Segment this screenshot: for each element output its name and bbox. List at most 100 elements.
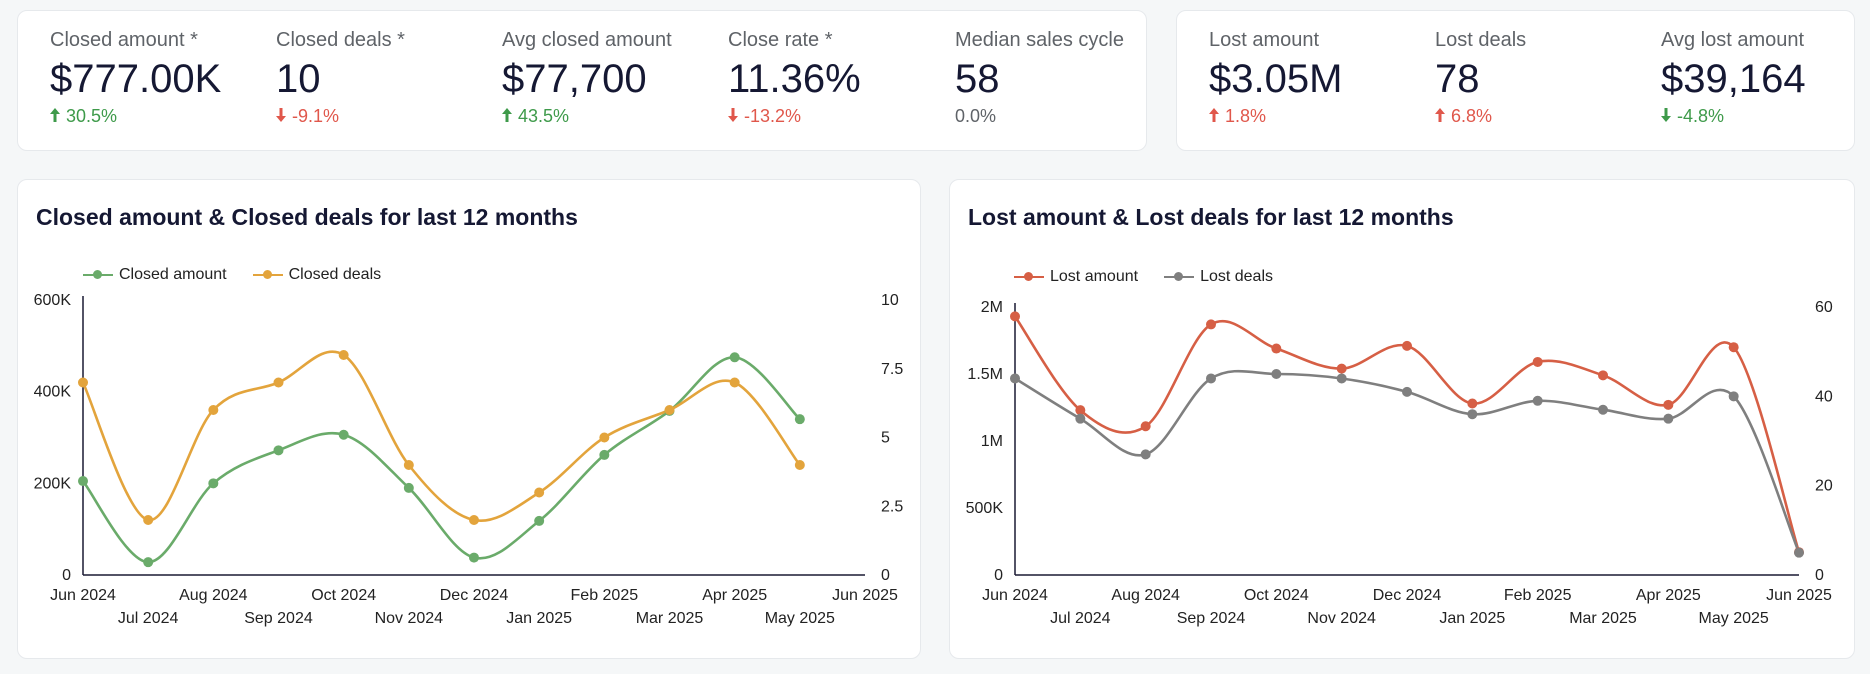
y-right-tick-label: 10 [881, 292, 899, 309]
data-point-lost-amount [1336, 363, 1347, 374]
kpi-value: 10 [276, 57, 321, 101]
data-point-lost-deals [1206, 373, 1216, 384]
x-tick-label: Feb 2025 [571, 587, 639, 604]
y-left-tick-label: 0 [994, 567, 1003, 584]
x-tick-label: Mar 2025 [636, 610, 704, 627]
x-tick-label: Oct 2024 [311, 587, 376, 604]
kpi-delta: 6.8% [1435, 106, 1526, 127]
y-right-tick-label: 40 [1815, 388, 1833, 405]
data-point-lost-amount [1271, 343, 1282, 354]
arrow-up-icon [502, 106, 512, 127]
data-point-lost-deals [1271, 369, 1282, 379]
kpi-closed-amount[interactable]: Closed amount * $777.00K 30.5% [50, 29, 221, 127]
data-point-closed-deals [208, 405, 219, 415]
y-right-tick-label: 5 [881, 430, 890, 447]
x-tick-label: Aug 2024 [179, 587, 248, 604]
data-point-lost-amount [1663, 399, 1674, 410]
data-point-lost-amount [1728, 342, 1739, 353]
legend-item-lost-amount[interactable]: Lost amount [1014, 268, 1138, 286]
data-point-closed-amount [273, 445, 284, 456]
data-point-lost-amount [1010, 311, 1020, 322]
kpi-value: $39,164 [1661, 57, 1806, 101]
data-point-closed-amount [78, 476, 88, 487]
kpi-value: 58 [955, 57, 1000, 101]
x-tick-label: Jun 2024 [50, 587, 116, 604]
arrow-down-icon [276, 106, 286, 127]
data-point-lost-amount [1598, 370, 1608, 381]
x-tick-label: Dec 2024 [440, 587, 509, 604]
legend-label: Closed deals [288, 266, 382, 283]
x-tick-label: Aug 2024 [1111, 587, 1180, 604]
y-right-tick-label: 7.5 [881, 361, 903, 378]
data-point-closed-deals [143, 515, 154, 525]
chart-legend-lost[interactable]: Lost amount Lost deals [1014, 268, 1273, 286]
data-point-closed-amount [534, 515, 545, 526]
series-line-lost-deals [1014, 369, 1801, 554]
data-point-closed-amount [599, 449, 610, 460]
x-tick-label: Mar 2025 [1569, 610, 1637, 627]
kpi-avg-closed-amount[interactable]: Avg closed amount $77,700 43.5% [502, 29, 672, 127]
kpi-delta: 0.0% [955, 106, 1124, 127]
chart-card-lost: Lost amount & Lost deals for last 12 mon… [949, 179, 1855, 659]
data-point-closed-deals [273, 377, 284, 388]
kpi-panel-lost: Lost amount $3.05M 1.8% Lost deals 78 6.8% Avg… [1176, 10, 1855, 151]
kpi-avg-lost-amount[interactable]: Avg lost amount $39,164 -4.8% [1661, 29, 1806, 127]
data-point-lost-deals [1598, 404, 1608, 415]
series-line-closed-amount [81, 355, 801, 564]
y-right-tick-label: 0 [881, 567, 890, 584]
legend-item-closed-amount[interactable]: Closed amount [83, 266, 227, 284]
legend-item-closed-deals[interactable]: Closed deals [252, 266, 382, 284]
x-tick-label: Feb 2025 [1504, 587, 1572, 604]
data-point-closed-deals [338, 350, 349, 360]
x-tick-label: Jun 2025 [1766, 587, 1832, 604]
kpi-median-sales-cycle[interactable]: Median sales cycle 58 0.0% [955, 29, 1124, 127]
kpi-delta-value: -13.2% [744, 106, 802, 126]
y-left-tick-label: 1.5M [967, 366, 1003, 383]
kpi-lost-amount[interactable]: Lost amount $3.05M 1.8% [1209, 29, 1342, 127]
data-point-closed-deals [78, 377, 88, 388]
series-line-lost-amount [1013, 315, 1801, 553]
data-point-closed-amount [403, 482, 414, 493]
data-point-lost-amount [1206, 319, 1216, 330]
x-tick-label: Jul 2024 [118, 610, 179, 627]
kpi-closed-deals[interactable]: Closed deals * 10 -9.1% [276, 29, 405, 127]
x-tick-label: Sep 2024 [244, 610, 313, 627]
data-point-lost-deals [1532, 395, 1543, 406]
y-left-tick-label: 600K [34, 292, 72, 309]
kpi-delta-value: 6.8% [1451, 106, 1493, 126]
arrow-down-icon [1661, 106, 1671, 127]
kpi-delta-value: 30.5% [66, 106, 118, 126]
x-tick-label: Apr 2025 [702, 587, 767, 604]
kpi-delta-value: 1.8% [1225, 106, 1267, 126]
kpi-close-rate[interactable]: Close rate * 11.36% -13.2% [728, 29, 861, 127]
kpi-value: 78 [1435, 57, 1480, 101]
kpi-delta: -4.8% [1661, 106, 1806, 127]
kpi-delta: 43.5% [502, 106, 672, 127]
chart-card-closed: Closed amount & Closed deals for last 12… [17, 179, 921, 659]
data-point-closed-amount [729, 352, 740, 363]
data-point-closed-amount [143, 557, 154, 568]
legend-swatch [83, 269, 113, 281]
x-tick-label: Apr 2025 [1636, 587, 1701, 604]
kpi-label: Closed deals * [276, 29, 405, 51]
kpi-delta: -9.1% [276, 106, 405, 127]
kpi-delta: -13.2% [728, 106, 861, 127]
kpi-lost-deals[interactable]: Lost deals 78 6.8% [1435, 29, 1526, 127]
data-point-closed-deals [794, 460, 805, 470]
data-point-lost-deals [1663, 413, 1674, 424]
kpi-delta: 30.5% [50, 106, 221, 127]
x-tick-label: Oct 2024 [1244, 587, 1309, 604]
chart-legend-closed[interactable]: Closed amount Closed deals [83, 266, 381, 284]
legend-swatch [1014, 271, 1044, 283]
data-point-lost-amount [1532, 356, 1543, 367]
legend-item-lost-deals[interactable]: Lost deals [1164, 268, 1273, 286]
kpi-label: Avg lost amount [1661, 29, 1805, 51]
legend-label: Lost deals [1200, 268, 1273, 285]
kpi-label: Lost deals [1435, 29, 1527, 51]
legend-label: Lost amount [1050, 268, 1139, 285]
arrow-up-icon [1209, 106, 1219, 127]
data-point-closed-amount [208, 478, 219, 489]
legend-swatch [1164, 271, 1195, 283]
data-point-closed-deals [403, 460, 414, 470]
